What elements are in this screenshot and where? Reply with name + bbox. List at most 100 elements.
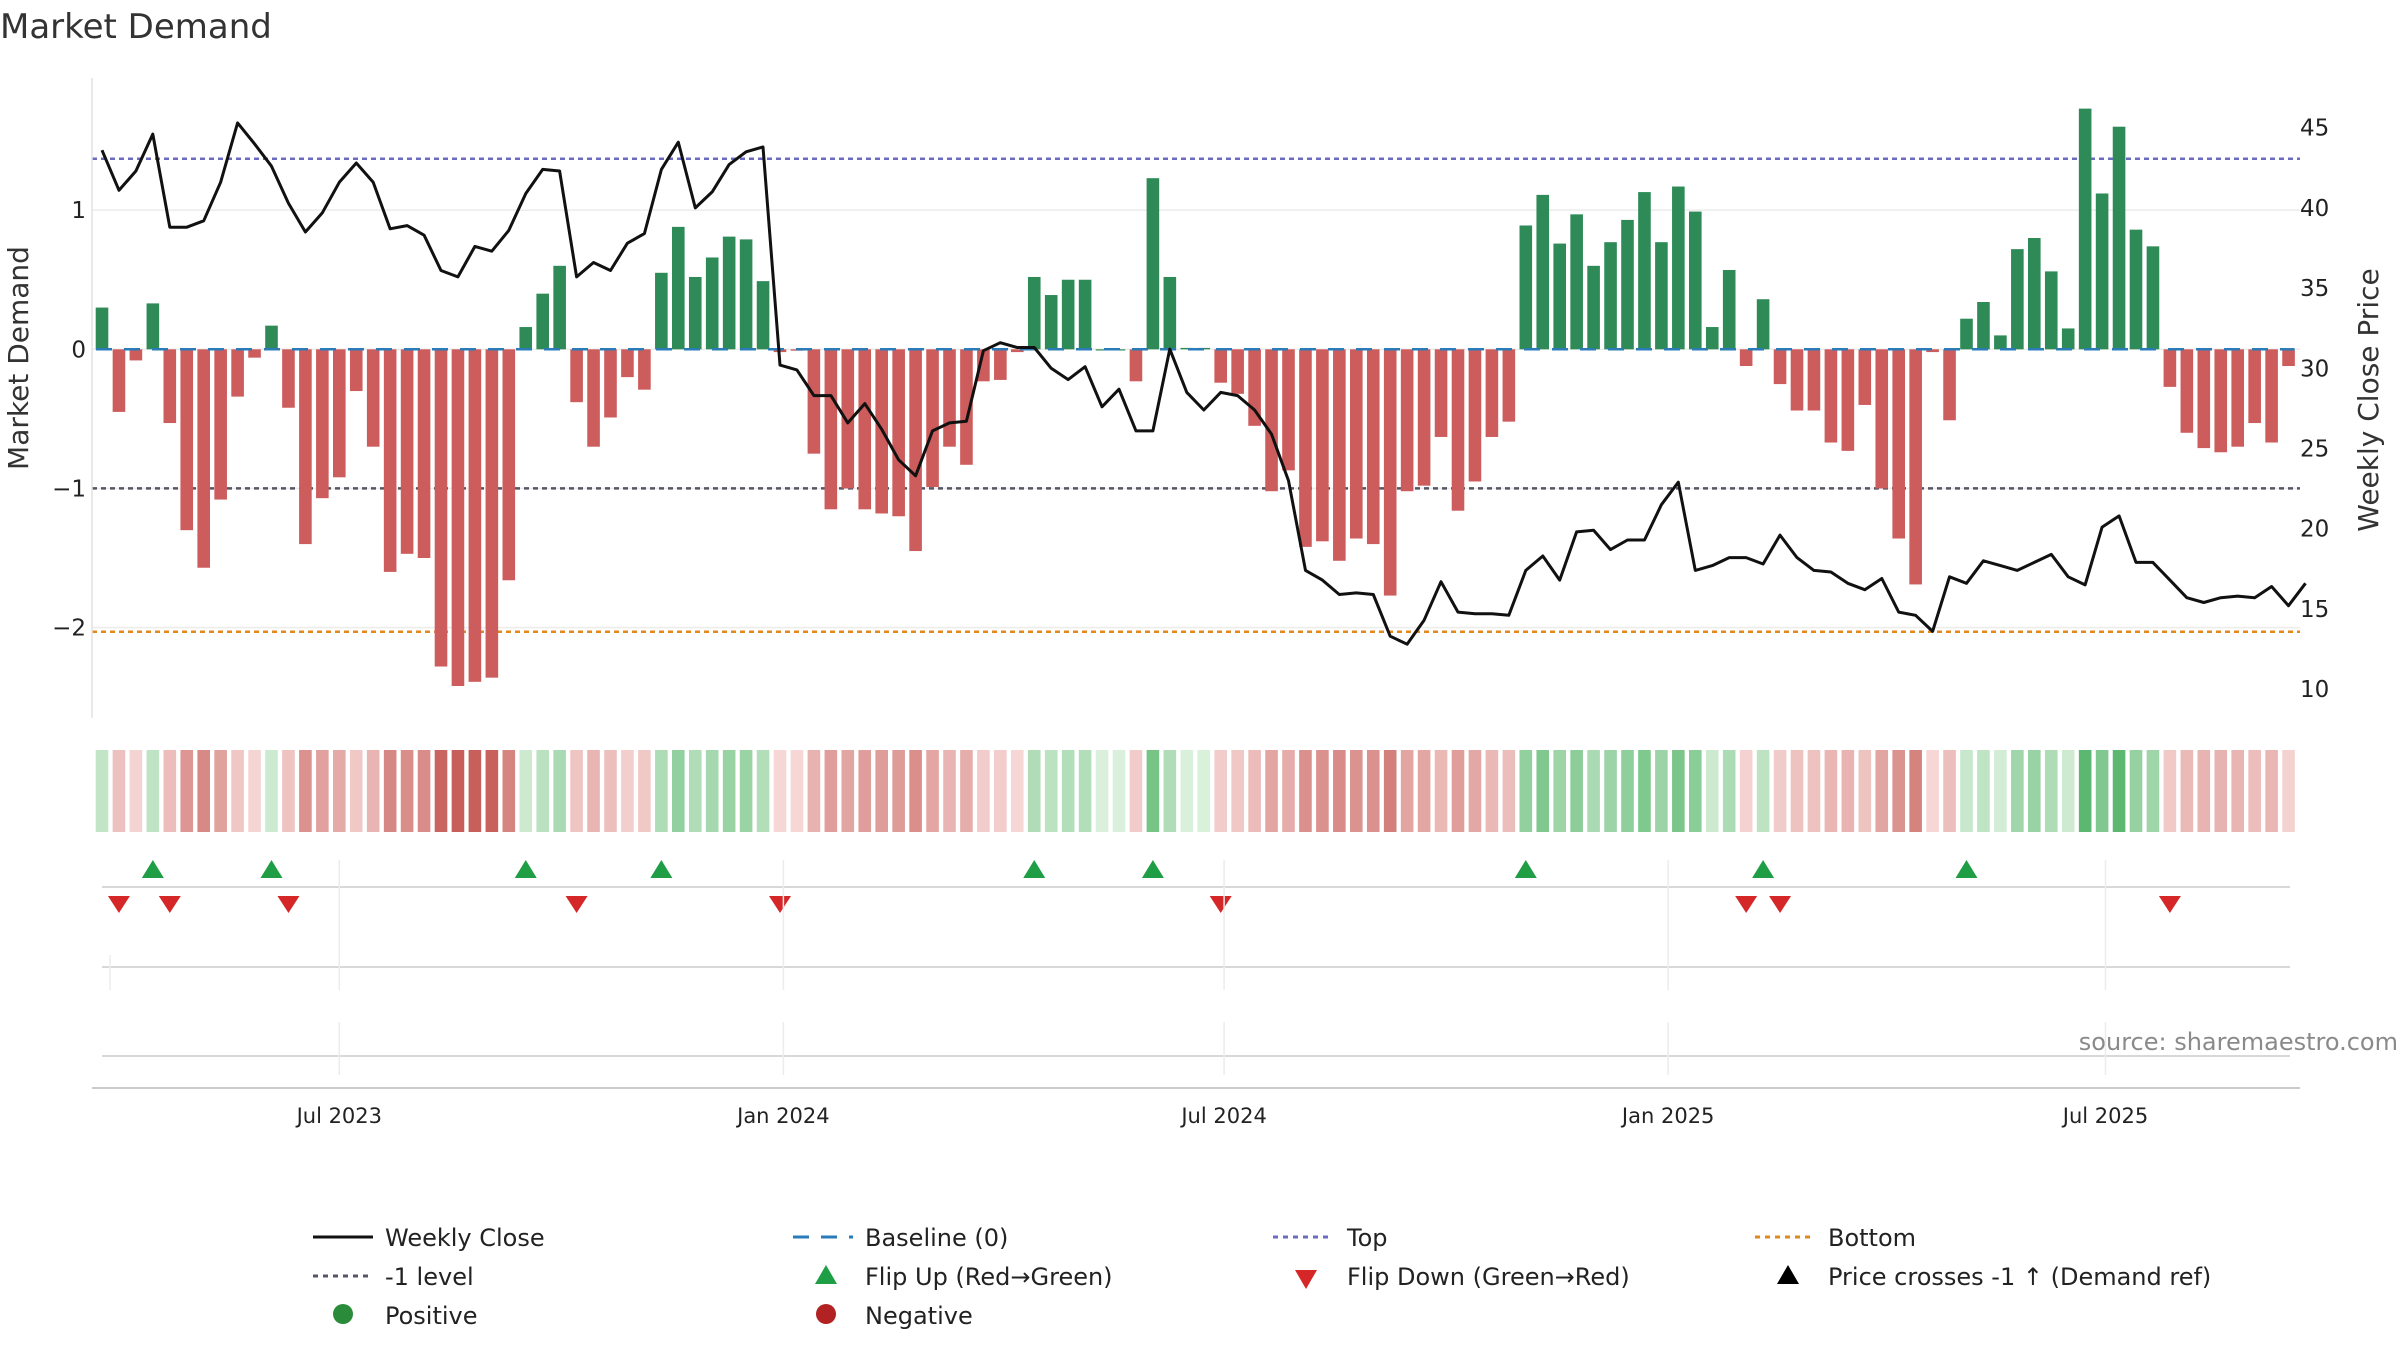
demand-bar-37: [722, 236, 736, 350]
flip-up-marker-62: [1141, 860, 1164, 878]
demand-bar-88: [1587, 265, 1600, 350]
demand-bar-54: [1011, 349, 1024, 353]
y2-tick-label-3: 30: [2300, 356, 2329, 382]
demand-bar-34: [672, 226, 685, 350]
demand-bar-50: [943, 349, 956, 447]
heat-cell-119: [2112, 750, 2126, 832]
legend-item-flip-up: Flip Up (Red→Green): [815, 1263, 1113, 1291]
heat-cell-69: [1265, 750, 1278, 832]
heat-cell-120: [2129, 750, 2143, 832]
demand-bar-59: [1095, 349, 1109, 351]
demand-bar-90: [1621, 219, 1634, 350]
legend-label-bottom: Bottom: [1828, 1224, 1916, 1252]
heat-cell-24: [502, 750, 516, 832]
heat-cell-48: [909, 750, 922, 832]
heat-cell-21: [451, 750, 465, 832]
heat-cell-68: [1248, 750, 1261, 832]
heat-cell-53: [994, 750, 1007, 832]
legend-item-minus-one: -1 level: [313, 1263, 474, 1291]
heat-cell-82: [1485, 750, 1499, 832]
demand-bar-42: [807, 349, 821, 454]
demand-bar-101: [1807, 349, 1821, 411]
flip-down-marker-28: [565, 896, 588, 913]
heat-cell-5: [180, 750, 194, 832]
legend-label-price-cross: Price crosses -1 ↑ (Demand ref): [1828, 1263, 2211, 1291]
demand-bar-84: [1519, 225, 1533, 350]
demand-bar-114: [2028, 238, 2041, 350]
heat-cell-47: [892, 750, 905, 832]
demand-bar-122: [2163, 349, 2177, 387]
heat-cell-31: [621, 750, 634, 832]
legend-item-weekly-close: Weekly Close: [313, 1224, 545, 1252]
heat-cell-51: [960, 750, 973, 832]
demand-bar-109: [1943, 349, 1956, 421]
demand-bar-79: [1434, 349, 1448, 437]
demand-bar-24: [502, 349, 516, 581]
heat-cell-60: [1112, 750, 1126, 832]
demand-bar-25: [519, 327, 533, 350]
demand-bar-12: [299, 349, 312, 545]
demand-bar-38: [739, 239, 753, 350]
demand-bar-121: [2146, 246, 2160, 350]
heat-cell-116: [2061, 750, 2075, 832]
x-axis: Jul 2023 Jan 2024 Jul 2024 Jan 2025 Jul 2025: [295, 1104, 2149, 1128]
demand-bar-118: [2095, 193, 2109, 350]
demand-bar-45: [858, 349, 872, 510]
source-note: source: sharemaestro.com: [2079, 1028, 2398, 1056]
demand-bar-113: [2011, 249, 2024, 350]
demand-bar-127: [2248, 349, 2261, 424]
demand-bar-15: [349, 349, 363, 392]
flip-down-marker-1: [107, 896, 130, 913]
demand-bar-58: [1078, 279, 1092, 350]
demand-bar-81: [1468, 349, 1482, 482]
heat-cell-97: [1739, 750, 1753, 832]
heat-cell-75: [1366, 750, 1380, 832]
demand-bar-36: [705, 257, 719, 350]
demand-bar-83: [1502, 349, 1516, 422]
legend-item-positive: Positive: [333, 1302, 478, 1330]
demand-bar-75: [1366, 349, 1380, 545]
y-tick-label-0: 1: [71, 198, 86, 224]
demand-bar-126: [2231, 349, 2244, 447]
demand-bar-63: [1163, 276, 1177, 350]
heat-cell-117: [2078, 750, 2092, 832]
heat-cell-93: [1672, 750, 1685, 832]
demand-bar-67: [1231, 349, 1244, 394]
y2-tick-label-1: 40: [2300, 196, 2329, 222]
demand-bar-7: [214, 349, 227, 500]
demand-bar-78: [1417, 349, 1431, 486]
demand-bar-39: [756, 281, 770, 350]
demand-bar-124: [2197, 349, 2211, 449]
demand-bar-82: [1485, 349, 1499, 437]
demand-bar-19: [417, 349, 431, 558]
demand-bar-76: [1383, 349, 1397, 596]
demand-bar-111: [1977, 302, 1990, 350]
flip-up-marker-25: [514, 860, 537, 878]
heat-cell-74: [1350, 750, 1363, 832]
demand-bar-105: [1875, 349, 1889, 489]
demand-bar-31: [621, 349, 634, 378]
heat-cell-67: [1231, 750, 1244, 832]
heat-cell-112: [1994, 750, 2007, 832]
demand-bar-6: [197, 349, 210, 568]
demand-bar-22: [468, 349, 482, 682]
demand-bar-10: [265, 325, 278, 350]
demand-bar-48: [909, 349, 922, 552]
heat-cell-13: [316, 750, 329, 832]
demand-bar-106: [1892, 349, 1905, 539]
right-axis: 45 40 35 30 25 20 15 10: [2300, 116, 2329, 703]
heat-cell-46: [875, 750, 888, 832]
demand-bar-123: [2180, 349, 2194, 433]
demand-bar-87: [1570, 214, 1583, 350]
demand-bar-91: [1638, 192, 1651, 350]
heat-cell-123: [2180, 750, 2194, 832]
heat-cell-30: [604, 750, 617, 832]
heat-cell-54: [1011, 750, 1024, 832]
heat-cell-71: [1299, 750, 1312, 832]
heat-cell-38: [739, 750, 753, 832]
x-tick-label-2: Jul 2024: [1179, 1104, 1266, 1128]
flip-up-marker-55: [1023, 860, 1046, 878]
demand-bar-100: [1790, 349, 1804, 411]
heat-cell-125: [2214, 750, 2228, 832]
heat-cell-10: [265, 750, 278, 832]
